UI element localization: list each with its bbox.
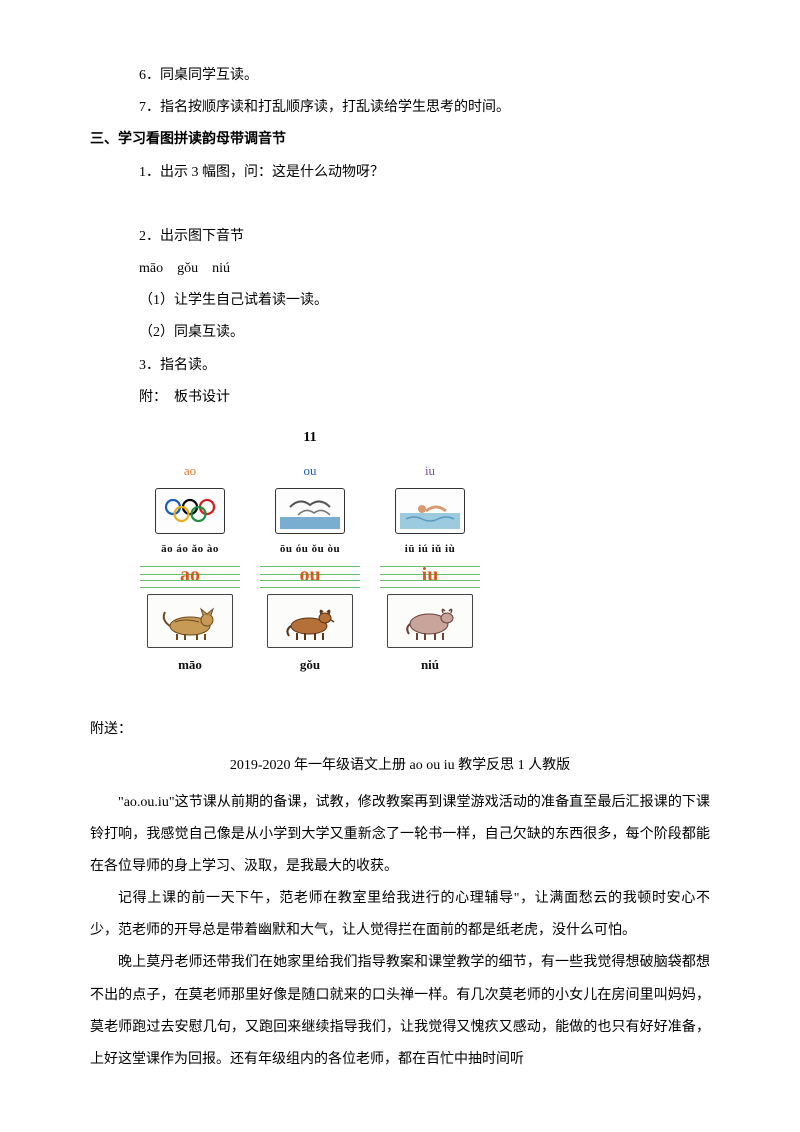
pinyin-heading: ao — [184, 456, 196, 486]
text-line: 3．指名读。 — [90, 350, 710, 382]
text-line: （2）同桌互读。 — [90, 317, 710, 349]
text-line: 1．出示 3 幅图，问：这是什么动物呀？ — [90, 157, 710, 189]
four-line-grid: ou — [260, 566, 360, 588]
tone-row: ōu óu ǒu òu — [280, 537, 340, 562]
paragraph: 晚上莫丹老师还带我们在她家里给我们指导教案和课堂教学的细节，有一些我觉得想破脑袋… — [90, 947, 710, 1076]
text-line: 附： 板书设计 — [90, 382, 710, 414]
tone-row: iū iú iǔ iù — [405, 537, 455, 562]
animal-cell-cow: niú — [370, 588, 490, 680]
paragraph: "ao.ou.iu"这节课从前期的备课，试教，修改教案再到课堂游戏活动的准备直至… — [90, 787, 710, 884]
board-col-iu: iu iū iú iǔ iù iu — [370, 456, 490, 588]
big-pinyin: ou — [260, 564, 360, 586]
board-design-figure: 11 ao āo áo ǎo ào ao — [130, 422, 490, 680]
section-heading: 三、学习看图拼读韵母带调音节 — [90, 124, 710, 156]
board-row-top: ao āo áo ǎo ào ao ou — [130, 456, 490, 588]
big-pinyin: iu — [380, 564, 480, 586]
text-line: 6．同桌同学互读。 — [90, 60, 710, 92]
animal-label: māo — [178, 650, 202, 680]
animal-cell-cat: māo — [130, 588, 250, 680]
board-number: 11 — [130, 422, 490, 454]
text-line: （1）让学生自己试着读一读。 — [90, 285, 710, 317]
dog-icon — [267, 594, 353, 648]
animal-label: gǒu — [300, 650, 320, 680]
cow-icon — [387, 594, 473, 648]
pinyin-heading: iu — [425, 456, 435, 486]
board-col-ou: ou ōu óu ǒu òu ou — [250, 456, 370, 588]
animal-cell-dog: gǒu — [250, 588, 370, 680]
seagull-icon — [275, 488, 345, 534]
pinyin-line: māo gǒu niú — [90, 253, 710, 285]
board-col-ao: ao āo áo ǎo ào ao — [130, 456, 250, 588]
four-line-grid: iu — [380, 566, 480, 588]
board-row-animals: māo gǒu — [130, 588, 490, 680]
olympic-rings-icon — [155, 488, 225, 534]
pinyin-heading: ou — [304, 456, 317, 486]
swim-icon — [395, 488, 465, 534]
cat-icon — [147, 594, 233, 648]
tone-row: āo áo ǎo ào — [161, 537, 219, 562]
animal-label: niú — [421, 650, 439, 680]
text-line: 7．指名按顺序读和打乱顺序读，打乱读给学生思考的时间。 — [90, 92, 710, 124]
appendix-label: 附送： — [90, 714, 710, 746]
appendix-title: 2019-2020 年一年级语文上册 ao ou iu 教学反思 1 人教版 — [90, 750, 710, 782]
text-line: 2．出示图下音节 — [90, 221, 710, 253]
four-line-grid: ao — [140, 566, 240, 588]
paragraph: 记得上课的前一天下午，范老师在教室里给我进行的心理辅导"，让满面愁云的我顿时安心… — [90, 883, 710, 947]
big-pinyin: ao — [140, 564, 240, 586]
